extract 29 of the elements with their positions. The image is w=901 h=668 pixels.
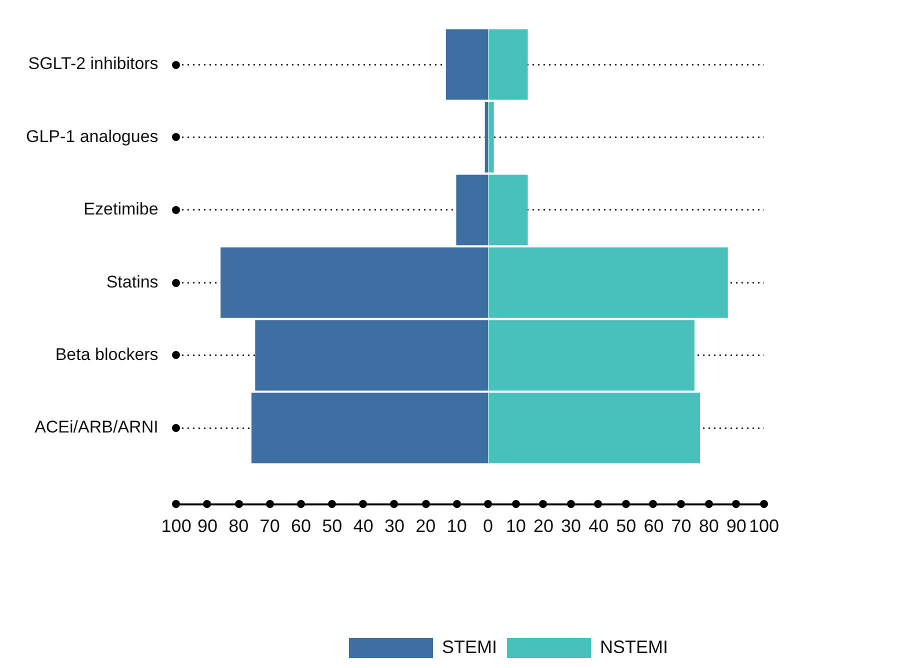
y-tick-label: ACEi/ARB/ARNI (34, 418, 158, 437)
x-tick-label: 10 (446, 516, 467, 536)
x-tick-label: 40 (588, 516, 608, 536)
legend-label: STEMI (442, 636, 498, 657)
x-tick-label: 80 (698, 516, 719, 536)
x-tick-label: 90 (726, 516, 746, 536)
x-tick-label: 100 (748, 516, 779, 536)
x-tick-label: 50 (616, 516, 636, 536)
x-tick-label: 10 (506, 516, 526, 536)
x-tick-label: 80 (228, 516, 249, 536)
x-tick-label: 20 (416, 516, 436, 536)
x-tick-label: 50 (322, 516, 342, 536)
y-tick-label: SGLT-2 inhibitors (28, 54, 158, 74)
y-tick-label: GLP-1 analogues (26, 126, 158, 146)
x-tick-label: 40 (353, 516, 374, 536)
x-tick-label: 60 (290, 516, 311, 536)
x-tick-label: 100 (161, 516, 192, 536)
x-tick-label: 70 (260, 516, 280, 536)
x-tick-label: 90 (197, 516, 218, 536)
x-tick-label: 0 (482, 516, 493, 536)
x-tick-label: 30 (560, 516, 581, 536)
y-tick-label: Statins (106, 272, 158, 292)
x-tick-label: 70 (670, 516, 691, 536)
x-tick-label: 30 (384, 516, 405, 536)
x-tick-label: 20 (533, 516, 554, 536)
legend-label: NSTEMI (600, 636, 668, 657)
x-tick-label: 60 (643, 516, 664, 536)
y-tick-label: Beta blockers (55, 345, 158, 364)
y-tick-label: Ezetimibe (84, 200, 158, 219)
